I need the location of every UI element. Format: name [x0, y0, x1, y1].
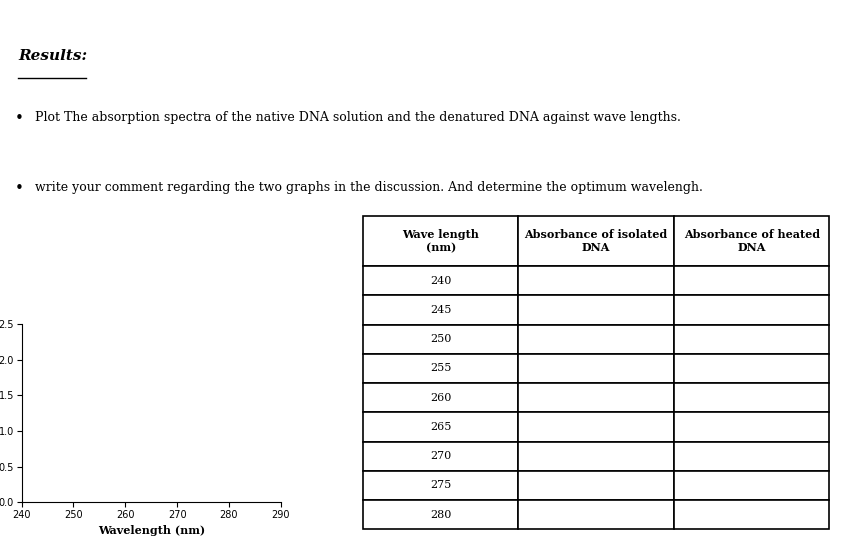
X-axis label: Wavelength (nm): Wavelength (nm): [98, 525, 205, 536]
Text: Results:: Results:: [18, 49, 87, 63]
Text: •: •: [15, 181, 23, 196]
Text: •: •: [15, 111, 23, 126]
Text: write your comment regarding the two graphs in the discussion. And determine the: write your comment regarding the two gra…: [35, 181, 702, 194]
Text: Plot The absorption spectra of the native DNA solution and the denatured DNA aga: Plot The absorption spectra of the nativ…: [35, 111, 681, 124]
